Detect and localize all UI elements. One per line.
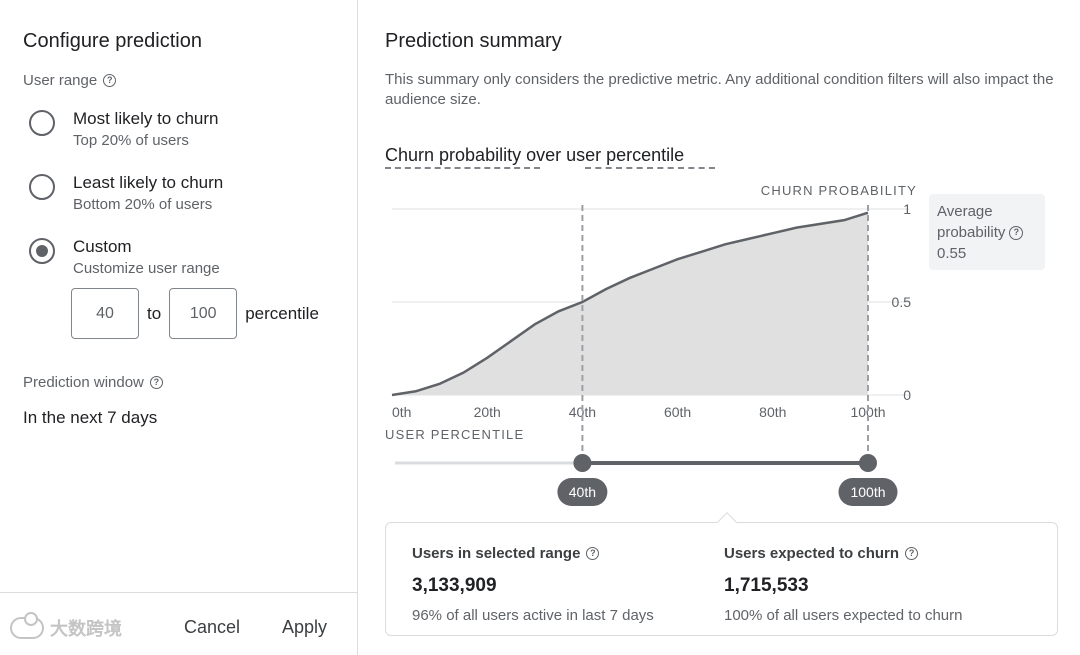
y-tick-label: 0.5 (892, 294, 912, 310)
chart-title-underline (585, 167, 715, 169)
radio-button[interactable] (29, 174, 55, 200)
summary-description: This summary only considers the predicti… (385, 71, 1054, 108)
summary-title: Prediction summary (385, 30, 562, 52)
user-range-label: User range (23, 72, 98, 89)
help-icon[interactable]: ? (103, 74, 117, 87)
x-tick-label: 80th (759, 404, 786, 420)
option-custom[interactable]: Custom Customize user range (29, 236, 220, 277)
prediction-window-label-row: Prediction window ? (23, 374, 163, 391)
option-sublabel: Customize user range (73, 260, 220, 277)
x-tick-label: 0th (392, 404, 411, 420)
configure-panel: Configure prediction User range ? Most l… (0, 0, 358, 655)
option-label: Most likely to churn (73, 109, 219, 128)
stat-sublabel: 100% of all users expected to churn (724, 607, 963, 624)
option-least-likely[interactable]: Least likely to churn Bottom 20% of user… (29, 172, 223, 213)
stats-card: Users in selected range ? 3,133,909 96% … (385, 512, 1058, 636)
slider-handle[interactable] (573, 454, 592, 472)
radio-button-selected[interactable] (29, 238, 55, 264)
custom-range-row: 40 to 100 percentile (71, 288, 319, 339)
slider-handle[interactable] (859, 454, 877, 472)
average-probability-box: Average probability ? 0.55 (929, 194, 1045, 270)
range-from-input[interactable]: 40 (71, 288, 139, 339)
chart-series-line (391, 211, 869, 397)
summary-panel: Prediction summary This summary only con… (359, 0, 1080, 655)
y-tick-label: 0 (903, 387, 911, 403)
range-unit: percentile (245, 303, 319, 323)
watermark-logo-icon (10, 612, 44, 639)
watermark-text: 大数跨境 (50, 619, 122, 639)
avg-value: 0.55 (937, 245, 967, 262)
chart-title: Churn probability over user percentile (385, 145, 685, 165)
range-to-word: to (147, 303, 162, 323)
panel-title: Configure prediction (23, 30, 202, 52)
x-tick-label: 20th (474, 404, 501, 420)
y-axis-label: CHURN PROBABILITY (761, 183, 917, 198)
option-label: Custom (73, 237, 132, 256)
stat-users-in-range: Users in selected range ? 3,133,909 96% … (412, 545, 654, 624)
churn-chart: CHURN PROBABILITY USER PERCENTILE 1 0.5 0 0… (385, 183, 917, 506)
option-label: Least likely to churn (73, 173, 224, 192)
apply-button[interactable]: Apply (282, 617, 328, 637)
help-icon[interactable]: ? (905, 547, 919, 560)
help-icon[interactable]: ? (1009, 225, 1024, 240)
watermark: 大数跨境 (10, 612, 122, 641)
help-icon[interactable]: ? (586, 547, 600, 560)
radio-button[interactable] (29, 110, 55, 136)
x-axis-label: USER PERCENTILE (385, 427, 524, 442)
slider-value-label: 40th (569, 484, 596, 500)
prediction-window-value: In the next 7 days (23, 408, 158, 427)
avg-label: Average (937, 203, 993, 220)
chart-title-underline (385, 167, 540, 169)
prediction-window-label: Prediction window (23, 374, 144, 391)
help-icon[interactable]: ? (149, 376, 163, 389)
range-to-input[interactable]: 100 (169, 288, 238, 339)
panel-footer: 大数跨境 Cancel Apply (0, 592, 358, 655)
stat-label: Users expected to churn (724, 545, 900, 562)
option-sublabel: Top 20% of users (73, 132, 189, 149)
slider-value-pill (838, 478, 898, 506)
cancel-button[interactable]: Cancel (184, 617, 241, 637)
stat-sublabel: 96% of all users active in last 7 days (412, 607, 654, 624)
stat-value: 1,715,533 (724, 575, 809, 596)
option-sublabel: Bottom 20% of users (73, 196, 213, 213)
chart-area-fill (392, 212, 868, 395)
stat-value: 3,133,909 (412, 575, 497, 596)
x-tick-label: 60th (664, 404, 691, 420)
stat-label: Users in selected range (412, 545, 581, 562)
avg-label: probability (937, 224, 1006, 241)
y-tick-label: 1 (903, 201, 911, 217)
slider-value-label: 100th (850, 484, 885, 500)
slider-value-pill (557, 478, 608, 506)
option-most-likely[interactable]: Most likely to churn Top 20% of users (29, 108, 219, 149)
x-tick-label: 40th (569, 404, 596, 420)
stat-users-expected-churn: Users expected to churn ? 1,715,533 100%… (724, 545, 962, 624)
user-range-label-row: User range ? (23, 72, 117, 89)
x-tick-label: 100th (850, 404, 885, 420)
